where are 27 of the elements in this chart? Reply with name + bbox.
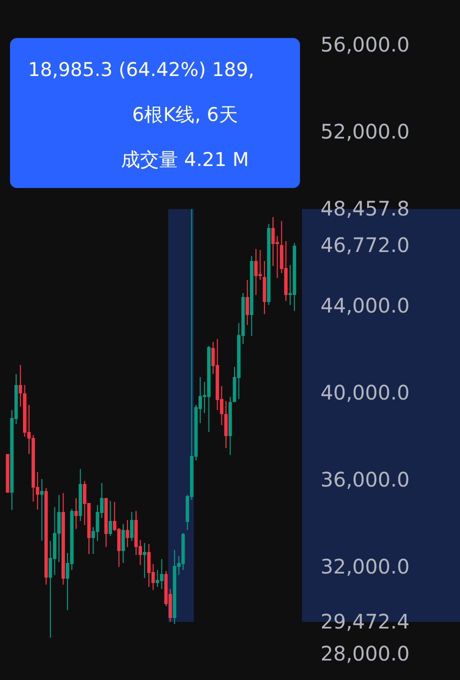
- y-tick-label: 56,000.0: [320, 32, 410, 57]
- y-tick-label: 32,000.0: [320, 554, 410, 578]
- y-tick-label: 48,457.8: [320, 196, 410, 221]
- candlestick: [246, 280, 250, 326]
- candlestick: [57, 494, 61, 563]
- candlestick: [254, 248, 258, 296]
- annotation: 18,985.3 (64.42%) 189,: [28, 59, 254, 81]
- y-tick-label: 28,000.0: [320, 641, 410, 666]
- candlestick: [224, 400, 228, 449]
- annotation: 6根K线, 6天: [132, 104, 238, 126]
- y-tick-label: 52,000.0: [320, 120, 410, 144]
- y-tick-label: 29,472.4: [320, 609, 410, 634]
- candlestick: [74, 498, 78, 530]
- candlestick: [142, 542, 146, 578]
- y-tick-label: 36,000.0: [320, 467, 410, 492]
- y-tick-label: 40,000.0: [320, 380, 410, 404]
- candlestick: [108, 500, 112, 536]
- annotation: 成交量 4.21 M: [121, 149, 249, 171]
- candlestick: [147, 543, 151, 588]
- candlestick: [258, 249, 262, 281]
- candlestick: [156, 569, 160, 588]
- candlestick: [121, 523, 125, 564]
- candlestick: [40, 478, 44, 542]
- candlestick: [18, 364, 22, 408]
- candlestick: [130, 511, 134, 542]
- y-tick-label: 46,772.0: [320, 233, 410, 258]
- y-tick-label: 44,000.0: [320, 293, 410, 318]
